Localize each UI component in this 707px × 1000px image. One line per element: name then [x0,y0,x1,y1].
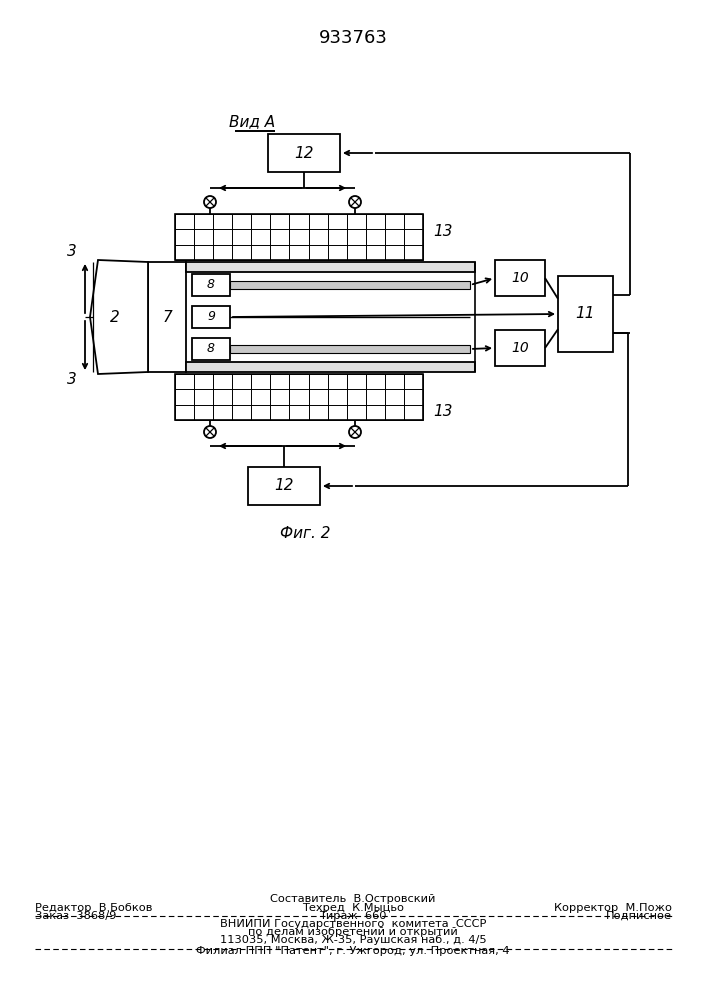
Text: 7: 7 [162,310,172,324]
Text: 933763: 933763 [319,29,387,47]
Bar [230,345,470,353]
Text: Заказ  3868/9: Заказ 3868/9 [35,911,117,921]
Bar [192,306,230,328]
Bar [248,467,320,505]
Text: 3: 3 [67,244,77,259]
Text: Составитель  В.Островский: Составитель В.Островский [270,894,436,904]
Bar [495,330,545,366]
Text: 10: 10 [511,341,529,355]
Text: Вид А: Вид А [229,114,275,129]
Text: Корректор  М.Пожо: Корректор М.Пожо [554,903,672,913]
Text: 10: 10 [511,271,529,285]
Text: 12: 12 [274,479,293,493]
Bar [148,262,186,372]
Text: 8: 8 [207,342,215,356]
Bar [558,276,613,352]
Bar [175,214,423,260]
Text: 12: 12 [294,145,314,160]
Text: по делам изобретений и открытий: по делам изобретений и открытий [248,927,458,937]
Text: 8: 8 [207,278,215,292]
Bar [192,274,230,296]
Bar [495,260,545,296]
Text: Редактор  В.Бобков: Редактор В.Бобков [35,903,153,913]
Text: 13: 13 [433,404,452,420]
Bar [186,262,475,272]
Text: Филиал ППП "Патент", г. Ужгород, ул. Проектная, 4: Филиал ППП "Патент", г. Ужгород, ул. Про… [197,946,510,956]
Bar [192,338,230,360]
Text: 11: 11 [575,306,595,322]
Text: 13: 13 [433,224,452,238]
Text: 9: 9 [207,310,215,324]
Bar [268,134,340,172]
Bar [175,374,423,420]
Text: Техред  К.Мыцьо: Техред К.Мыцьо [302,903,404,913]
Text: 2: 2 [110,310,120,324]
Polygon shape [90,260,148,374]
Text: Тираж  660: Тираж 660 [320,911,387,921]
Text: Фиг. 2: Фиг. 2 [280,526,330,540]
Text: 3: 3 [67,372,77,387]
Text: Подписное: Подписное [606,911,672,921]
Bar [230,281,470,289]
Text: ВНИИПИ Государственного  комитета  СССР: ВНИИПИ Государственного комитета СССР [220,919,486,929]
Bar [186,362,475,372]
Text: 113035, Москва, Ж-35, Раушская наб., д. 4/5: 113035, Москва, Ж-35, Раушская наб., д. … [220,935,486,945]
